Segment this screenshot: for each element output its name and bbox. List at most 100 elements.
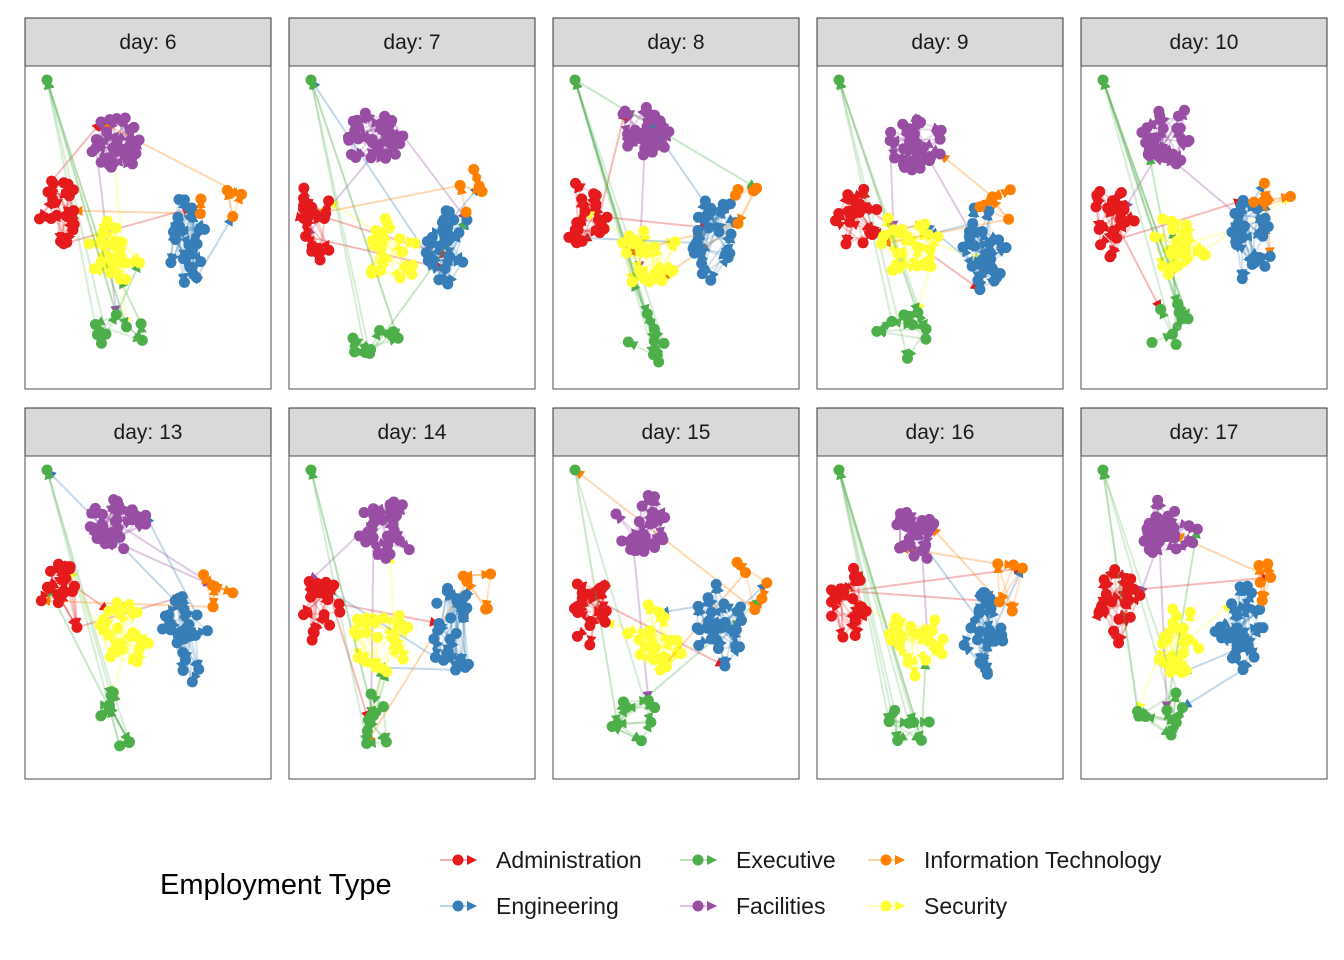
network-node — [911, 114, 923, 126]
network-node — [89, 319, 101, 331]
network-node — [194, 208, 206, 220]
network-node — [617, 108, 629, 120]
network-node — [392, 643, 404, 655]
network-node — [1157, 637, 1169, 649]
network-node — [349, 123, 361, 135]
legend-entry: Facilities — [680, 893, 825, 919]
network-node — [103, 699, 115, 711]
network-node — [41, 464, 53, 476]
network-node — [473, 180, 485, 192]
network-node — [898, 161, 910, 173]
network-node — [444, 633, 456, 645]
network-node — [110, 309, 122, 321]
network-node — [382, 539, 394, 551]
network-node — [426, 231, 438, 243]
network-node — [1105, 249, 1117, 261]
network-node — [179, 629, 191, 641]
legend-label: Engineering — [496, 893, 619, 919]
network-node — [1115, 187, 1127, 199]
network-node — [923, 716, 935, 728]
network-node — [724, 247, 736, 259]
network-node — [365, 688, 377, 700]
network-node — [606, 720, 618, 732]
network-edge — [1146, 154, 1179, 305]
network-node — [693, 639, 705, 651]
network-node — [394, 272, 406, 284]
network-node — [1102, 202, 1114, 214]
network-node — [966, 260, 978, 272]
network-node — [320, 208, 332, 220]
network-node — [406, 268, 418, 280]
network-node — [1253, 251, 1265, 263]
network-node — [193, 224, 205, 236]
network-edge — [838, 79, 920, 314]
network-node — [657, 125, 669, 137]
network-node — [571, 630, 583, 642]
network-node — [569, 224, 581, 236]
network-node — [920, 654, 932, 666]
network-node — [749, 604, 761, 616]
network-node — [657, 139, 669, 151]
network-node — [381, 217, 393, 229]
network-node — [856, 601, 868, 613]
network-node — [891, 519, 903, 531]
legend-entry: Administration — [440, 847, 642, 873]
network-node — [481, 603, 493, 615]
legend-entry: Engineering — [440, 893, 619, 919]
network-node — [1165, 518, 1177, 530]
network-node — [34, 213, 46, 225]
network-node — [169, 595, 181, 607]
network-edge — [971, 223, 988, 259]
network-node — [637, 149, 649, 161]
network-node — [123, 736, 135, 748]
network-node — [191, 609, 203, 621]
legend-key-dot — [452, 854, 464, 866]
network-node — [433, 274, 445, 286]
network-node — [183, 239, 195, 251]
facet-strip-label: day: 8 — [647, 31, 704, 54]
network-node — [109, 236, 121, 248]
network-edge — [310, 79, 434, 264]
network-node — [1182, 235, 1194, 247]
network-node — [1264, 250, 1276, 262]
network-node — [1232, 209, 1244, 221]
network-node — [889, 704, 901, 716]
network-node — [1111, 203, 1123, 215]
network-node — [625, 537, 637, 549]
network-node — [172, 211, 184, 223]
network-node — [374, 324, 386, 336]
network-node — [135, 318, 147, 330]
network-node — [323, 195, 335, 207]
network-node — [641, 308, 653, 320]
network-node — [1113, 613, 1125, 625]
network-node — [925, 521, 937, 533]
network-node — [135, 634, 147, 646]
network-node — [1167, 148, 1179, 160]
network-node — [892, 247, 904, 259]
network-node — [1147, 534, 1159, 546]
network-node — [751, 182, 763, 194]
network-node — [1123, 594, 1135, 606]
network-node — [47, 193, 59, 205]
network-node — [936, 648, 948, 660]
network-node — [95, 256, 107, 268]
facet-panels: day: 6 day: 7 day: 8 day: 9 day: 10 day: 13 da… — [24, 17, 1328, 780]
network-node — [617, 237, 629, 249]
network-node — [893, 262, 905, 274]
network-node — [842, 189, 854, 201]
facet-strip — [816, 17, 1064, 67]
network-node — [403, 544, 415, 556]
network-node — [1176, 134, 1188, 146]
network-node — [711, 634, 723, 646]
network-edge — [1100, 79, 1174, 335]
network-node — [978, 264, 990, 276]
network-node — [94, 533, 106, 545]
network-node — [648, 335, 660, 347]
network-node — [1146, 337, 1158, 349]
network-node — [1256, 594, 1268, 606]
network-node — [95, 337, 107, 349]
network-node — [397, 653, 409, 665]
network-node — [439, 263, 451, 275]
panel-background — [288, 65, 536, 390]
network-node — [1094, 605, 1106, 617]
